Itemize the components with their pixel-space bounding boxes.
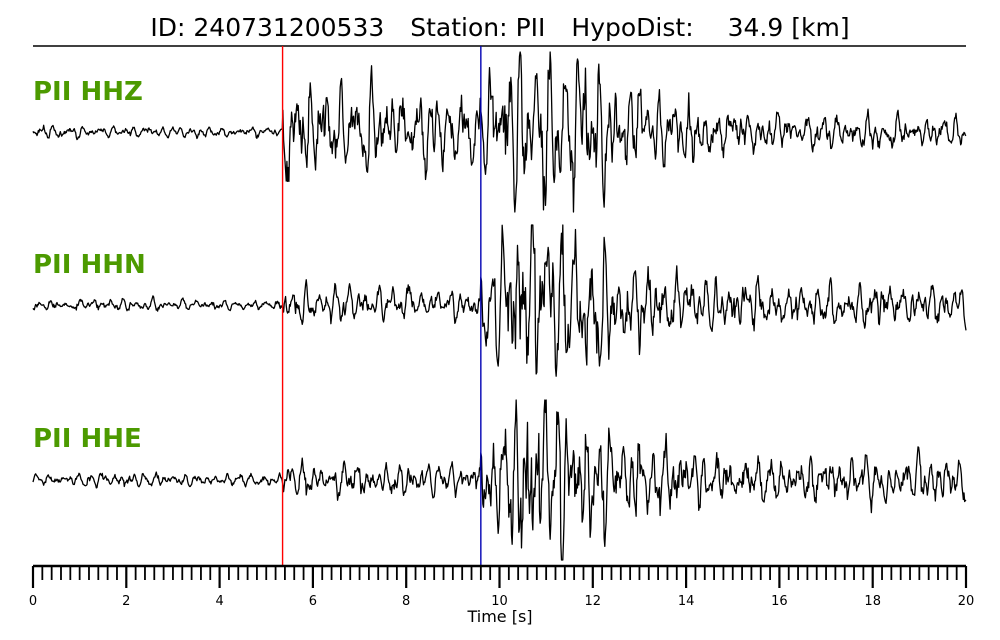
series-line-pii-hhe — [32, 399, 967, 561]
x-tick-label: 4 — [215, 594, 223, 609]
title-station-label: Station: — [410, 13, 507, 42]
title-hypodist-label: HypoDist: — [571, 13, 693, 42]
x-tick-label: 16 — [771, 594, 788, 609]
x-tick-label: 2 — [122, 594, 130, 609]
x-tick-label: 12 — [585, 594, 602, 609]
title-hypodist-value: 34.9 — [728, 13, 784, 42]
series-line-pii-hhn — [32, 224, 967, 377]
chart-title: ID: 240731200533 Station: PII HypoDist: 34.9[… — [150, 13, 849, 42]
trace-label-pii-hhe: PII HHE — [33, 424, 142, 454]
x-tick-label: 10 — [491, 594, 508, 609]
x-axis-label: Time [s] — [466, 607, 532, 626]
series-line-pii-hhz — [32, 51, 967, 213]
x-ticks — [31, 566, 968, 588]
trace-group: PII HHZ PII HHN PII HHE — [32, 51, 967, 561]
trace-label-pii-hhz: PII HHZ — [33, 77, 143, 107]
x-tick-label: 8 — [402, 594, 410, 609]
title-id-value: 240731200533 — [193, 13, 384, 42]
title-hypodist-unit: [km] — [791, 13, 849, 42]
x-tick-label: 20 — [958, 594, 975, 609]
x-tick-labels: 0 2 4 6 8 10 12 14 16 18 20 — [29, 594, 974, 609]
x-tick-label: 0 — [29, 594, 37, 609]
trace-label-pii-hhn: PII HHN — [33, 250, 146, 280]
x-tick-label: 14 — [678, 594, 695, 609]
x-tick-label: 6 — [309, 594, 317, 609]
title-id-label: ID: — [150, 13, 185, 42]
x-tick-label: 18 — [864, 594, 881, 609]
title-station-value: PII — [516, 13, 546, 42]
